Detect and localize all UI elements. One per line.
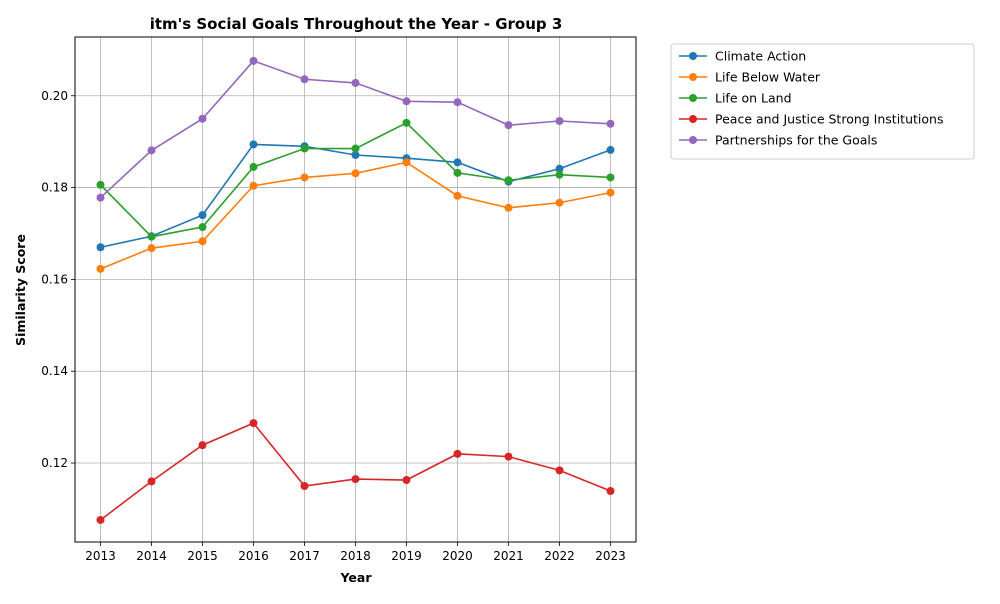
data-point: [453, 449, 462, 458]
y-tick-label: 0.12: [41, 456, 68, 470]
legend-marker: [689, 73, 697, 81]
data-point: [402, 97, 411, 106]
data-point: [555, 117, 564, 126]
data-point: [96, 243, 105, 252]
data-point: [453, 191, 462, 200]
y-tick-label: 0.16: [41, 272, 68, 286]
legend-marker: [689, 115, 697, 123]
x-tick-label: 2022: [544, 549, 575, 563]
x-tick-label: 2019: [391, 549, 422, 563]
data-point: [555, 170, 564, 179]
x-axis-label: Year: [340, 570, 373, 585]
data-point: [504, 203, 513, 212]
data-point: [504, 452, 513, 461]
x-tick-label: 2013: [85, 549, 116, 563]
legend: Climate Action Life Below Water Life on La…: [670, 43, 975, 160]
y-tick-label: 0.18: [41, 181, 68, 195]
data-point: [300, 144, 309, 153]
data-point: [606, 487, 615, 496]
y-tick-label: 0.20: [41, 89, 68, 103]
data-point: [249, 162, 258, 171]
data-point: [504, 176, 513, 185]
data-point: [198, 237, 207, 246]
legend-item: Peace and Justice Strong Institutions: [679, 112, 943, 127]
x-tick-label: 2017: [289, 549, 320, 563]
legend-label: Partnerships for the Goals: [715, 133, 877, 148]
x-tick-label: 2016: [238, 549, 269, 563]
data-point: [555, 164, 564, 173]
data-point: [351, 78, 360, 87]
legend-label: Climate Action: [715, 49, 806, 64]
grid-lines: [75, 37, 636, 542]
data-point: [351, 475, 360, 484]
data-point: [249, 181, 258, 190]
data-point: [555, 466, 564, 475]
data-point: [300, 481, 309, 490]
x-tick-label: 2020: [442, 549, 473, 563]
data-point: [147, 477, 156, 486]
data-point: [198, 223, 207, 232]
y-axis: 0.12 0.14 0.16 0.18 0.20: [41, 89, 75, 470]
data-point: [453, 158, 462, 167]
data-point: [453, 168, 462, 177]
data-point: [351, 150, 360, 159]
data-point: [96, 264, 105, 273]
data-point: [96, 515, 105, 524]
data-point: [504, 121, 513, 130]
data-point: [147, 244, 156, 253]
data-point: [198, 211, 207, 220]
data-point: [402, 476, 411, 485]
data-point: [198, 441, 207, 450]
x-axis: 2013 2014 2015 2016 2017 2018 2019 2020 2021 2022…: [85, 542, 626, 563]
data-point: [606, 119, 615, 128]
data-point: [555, 198, 564, 207]
data-point: [351, 169, 360, 178]
data-point: [249, 56, 258, 65]
data-point: [453, 98, 462, 107]
data-point: [300, 173, 309, 182]
legend-item: Partnerships for the Goals: [679, 133, 877, 148]
x-tick-label: 2015: [187, 549, 218, 563]
legend-item: Climate Action: [679, 49, 806, 64]
data-point: [351, 144, 360, 153]
x-tick-label: 2014: [136, 549, 167, 563]
x-tick-label: 2018: [340, 549, 371, 563]
legend-box: [670, 43, 975, 160]
legend-label: Life Below Water: [715, 70, 821, 85]
legend-item: Life Below Water: [679, 70, 821, 85]
data-point: [96, 180, 105, 189]
data-point: [402, 158, 411, 167]
data-point: [606, 173, 615, 182]
data-point: [606, 145, 615, 154]
series-2: [96, 118, 615, 241]
data-point: [198, 114, 207, 123]
series-layer: [96, 56, 615, 524]
y-axis-label: Similarity Score: [13, 234, 28, 346]
legend-marker: [689, 94, 697, 102]
data-point: [147, 146, 156, 155]
y-tick-label: 0.14: [41, 364, 68, 378]
data-point: [606, 188, 615, 197]
data-point: [249, 140, 258, 149]
data-point: [249, 419, 258, 428]
data-point: [96, 193, 105, 202]
x-tick-label: 2021: [493, 549, 524, 563]
legend-marker: [689, 52, 697, 60]
data-point: [300, 75, 309, 84]
legend-item: Life on Land: [679, 91, 792, 106]
series-1: [96, 158, 615, 273]
legend-label: Peace and Justice Strong Institutions: [715, 112, 943, 127]
legend-marker: [689, 136, 697, 144]
x-tick-label: 2023: [595, 549, 626, 563]
series-3: [96, 419, 615, 524]
data-point: [402, 118, 411, 127]
legend-label: Life on Land: [715, 91, 792, 106]
data-point: [147, 232, 156, 241]
series-4: [96, 56, 615, 202]
chart-title: itm's Social Goals Throughout the Year -…: [150, 15, 563, 33]
